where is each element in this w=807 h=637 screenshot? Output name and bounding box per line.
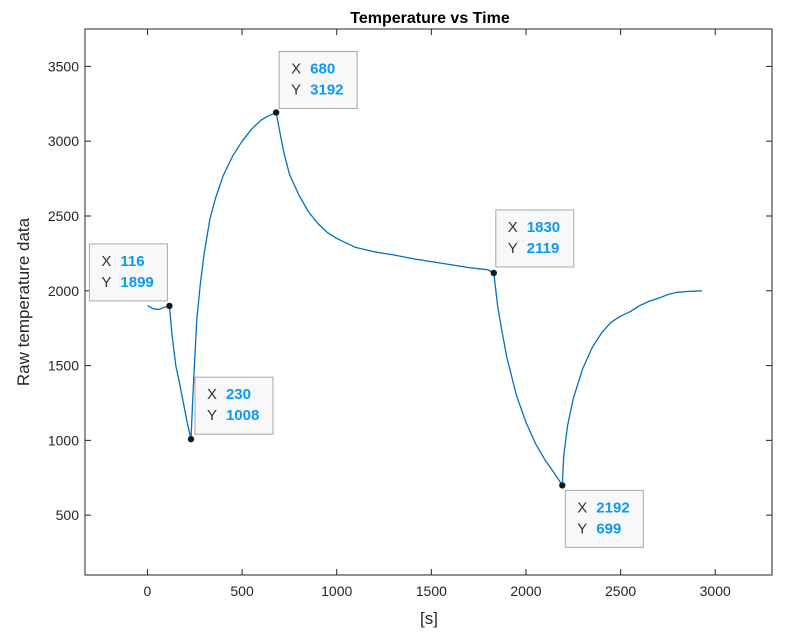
datatip-marker — [272, 109, 280, 116]
datatip: X 680 Y 3192 — [272, 50, 358, 116]
datatip-y-value: 2119 — [527, 240, 560, 257]
datatip-marker — [490, 269, 497, 277]
datatip: X 230 Y 1008 — [187, 376, 274, 443]
datatip-y-label: Y — [291, 81, 301, 98]
datatip-y-label: Y — [207, 407, 217, 424]
datatip-box — [194, 376, 274, 435]
datatip-y-value: 699 — [596, 520, 621, 537]
datatip-box — [278, 50, 358, 109]
x-tick-label: 2500 — [605, 583, 636, 599]
datatip-y-value: 1899 — [120, 274, 153, 291]
x-tick-label: 1500 — [416, 583, 447, 599]
x-tick-label: 0 — [144, 583, 152, 599]
datatip-x-value: 2192 — [596, 499, 629, 516]
x-tick-label: 500 — [230, 583, 254, 599]
datatip-y-label: Y — [101, 274, 111, 291]
temperature-series-line — [147, 111, 703, 487]
datatip-marker — [559, 482, 566, 489]
x-tick-label: 1000 — [321, 583, 352, 599]
datatip: X 1830 Y 2119 — [490, 209, 575, 277]
datatip-x-label: X — [508, 219, 518, 236]
datatip-box — [88, 243, 168, 302]
y-tick-label: 500 — [56, 507, 80, 523]
datatip-marker — [166, 302, 173, 310]
datatip-x-value: 230 — [226, 386, 251, 403]
y-tick-label: 1000 — [48, 432, 79, 448]
datatip-x-label: X — [577, 499, 587, 516]
y-tick-label: 2000 — [48, 283, 79, 299]
datatip-x-label: X — [101, 253, 111, 270]
y-axis-label: Raw temperature data — [14, 217, 33, 386]
datatip-x-value: 116 — [120, 253, 144, 270]
datatip-y-label: Y — [577, 520, 587, 537]
datatip-y-label: Y — [508, 240, 518, 257]
y-tick-label: 3000 — [48, 133, 79, 149]
datatip: X 2192 Y 699 — [559, 482, 644, 548]
datatip-y-value: 1008 — [226, 407, 259, 424]
datatip-x-label: X — [207, 386, 217, 403]
y-tick-label: 1500 — [48, 358, 79, 374]
chart-title: Temperature vs Time — [350, 10, 510, 27]
plot-area — [84, 28, 773, 576]
x-tick-label: 3000 — [700, 583, 731, 599]
datatip-x-value: 1830 — [527, 219, 560, 236]
x-axis-label: [s] — [420, 609, 438, 628]
datatip-marker — [187, 435, 195, 443]
y-tick-label: 2500 — [48, 208, 79, 224]
datatip-box — [495, 209, 575, 268]
datatip-box — [564, 489, 644, 548]
datatip-x-value: 680 — [310, 60, 335, 77]
datatip-y-value: 3192 — [310, 81, 343, 98]
datatip: X 116 Y 1899 — [88, 243, 173, 310]
y-tick-label: 3500 — [48, 58, 79, 74]
x-tick-label: 2000 — [510, 583, 541, 599]
datatip-x-label: X — [291, 60, 301, 77]
